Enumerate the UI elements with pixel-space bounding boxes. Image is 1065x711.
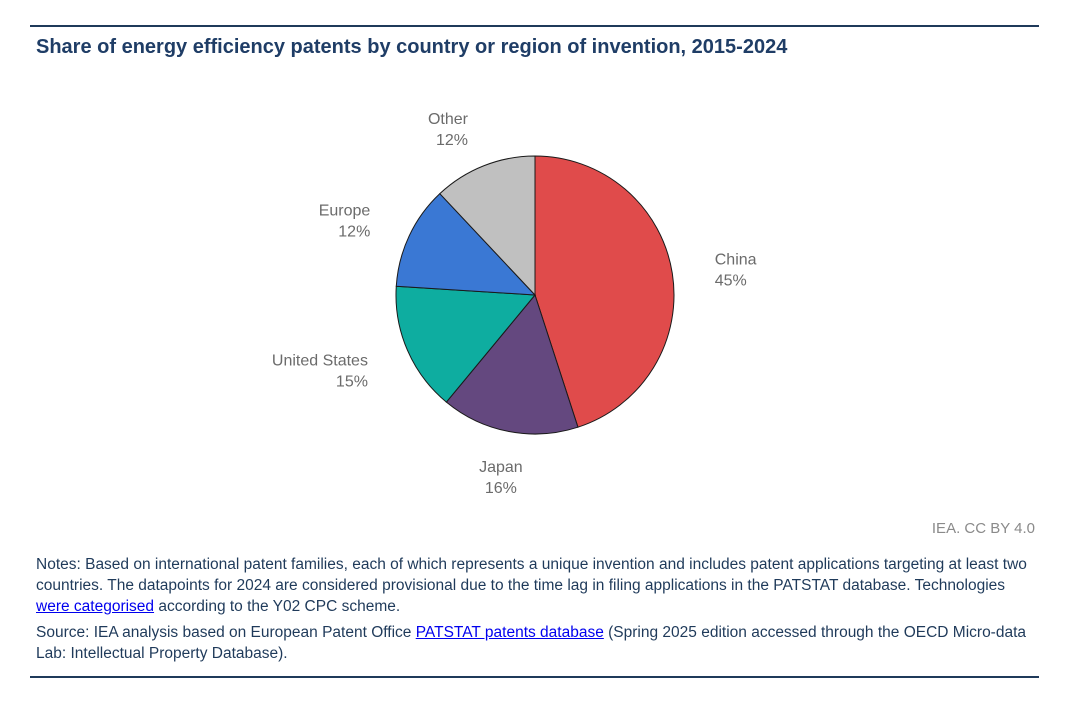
source-text-part2: (Spring 2025 edition accessed through th… [36, 624, 1027, 662]
source-text: Source: IEA analysis based on European P… [36, 622, 1041, 664]
slice-label-europe: Europe 12% [319, 203, 371, 241]
notes-section: Notes: Based on international patent fam… [36, 554, 1041, 669]
pie-slice-other[interactable] [439, 155, 536, 297]
notes-text-part2: according to the Y02 CPC scheme. [154, 598, 401, 615]
notes-text-part1: Notes: Based on international patent fam… [36, 556, 1027, 594]
pie-slices [395, 155, 675, 435]
source-text-part1: Source: IEA analysis based on European P… [36, 624, 416, 641]
notes-text: Notes: Based on international patent fam… [36, 554, 1041, 617]
pie-slice-europe[interactable] [395, 192, 537, 296]
slice-label-china: China 45% [715, 252, 757, 290]
slice-label-other: Other 12% [428, 111, 469, 149]
pie-slice-japan[interactable] [445, 293, 579, 435]
slice-label-united-states: United States 15% [272, 352, 368, 390]
license-credit: IEA. CC BY 4.0 [931, 520, 1035, 537]
patstat-database-link[interactable]: PATSTAT patents database [415, 624, 604, 641]
pie-slice-united-states[interactable] [395, 285, 537, 403]
slice-label-japan: Japan 16% [479, 459, 523, 497]
chart-title: Share of energy efficiency patents by co… [36, 36, 788, 58]
pie-slice-china[interactable] [534, 155, 675, 428]
bottom-rule [30, 676, 1039, 678]
were-categorised-link[interactable]: were categorised [36, 598, 155, 615]
top-rule [30, 25, 1039, 27]
pie-labels: China 45% Japan 16% United States 15% Europe 12… [272, 111, 757, 497]
